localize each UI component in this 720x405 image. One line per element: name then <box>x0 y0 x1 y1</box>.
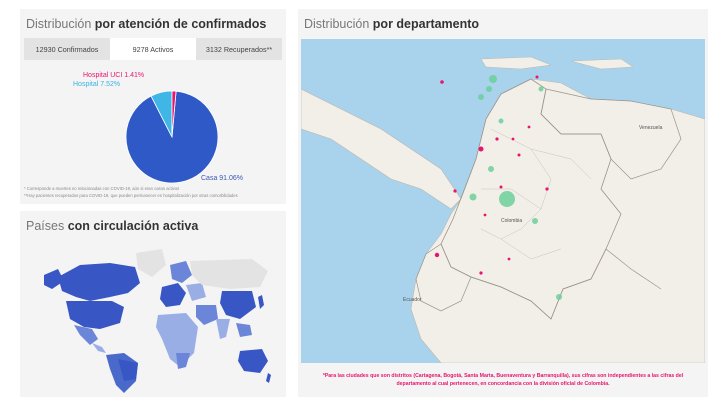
country-europe-north <box>170 261 192 283</box>
tab-confirmados[interactable]: 12930 Confirmados <box>35 44 99 54</box>
world-map[interactable] <box>40 235 272 395</box>
attention-title: Distribución por atención de confirmados <box>26 17 267 31</box>
marker-recovered <box>538 86 544 92</box>
label-colombia: Colombia <box>501 218 522 224</box>
marker-confirmed <box>511 137 515 141</box>
departments-panel: Distribución por departamento Venezuela … <box>298 9 708 397</box>
ecuador-border <box>415 243 472 312</box>
attention-panel: Distribución por atención de confirmados… <box>20 9 286 204</box>
country-alaska <box>44 269 64 289</box>
country-canada <box>58 263 140 301</box>
recovered-markers <box>469 75 562 300</box>
caribbean-island <box>480 56 552 70</box>
marker-confirmed <box>507 257 511 261</box>
country-china <box>220 291 256 319</box>
central-america-land <box>301 88 462 210</box>
countries-panel: Países con circulación activa <box>20 211 286 397</box>
pie-label-uci: Hospital UCI 1.41% <box>83 72 145 79</box>
marker-recovered <box>478 94 484 100</box>
country-southeast-asia <box>236 323 252 337</box>
marker-confirmed <box>527 125 531 129</box>
marker-confirmed <box>499 185 503 189</box>
marker-recovered <box>469 193 477 201</box>
country-mexico <box>74 325 98 345</box>
marker-confirmed <box>453 189 457 193</box>
country-middle-east <box>196 305 218 325</box>
marker-confirmed <box>479 271 483 275</box>
marker-recovered <box>486 86 492 92</box>
marker-confirmed <box>440 80 444 84</box>
country-europe-west <box>160 283 186 307</box>
marker-confirmed <box>478 146 484 152</box>
footnote-1: * Corresponde a muertes no relacionadas … <box>24 186 180 191</box>
marker-recovered <box>489 75 497 83</box>
departments-title: Distribución por departamento <box>304 17 480 31</box>
country-japan <box>258 295 264 309</box>
country-europe-east <box>186 283 206 301</box>
department-lines <box>480 128 592 260</box>
marker-confirmed <box>434 252 440 258</box>
peru-brazil-border <box>470 248 662 320</box>
south-america-land <box>410 78 705 363</box>
marker-confirmed <box>483 213 487 217</box>
marker-recovered <box>488 166 494 172</box>
marker-recovered <box>556 294 562 300</box>
footnote-2: **Hay pacientes recuperados para COVID-1… <box>24 192 238 198</box>
marker-confirmed <box>545 187 549 191</box>
pie-label-hospital: Hospital 7.52% <box>73 81 121 88</box>
districts-disclaimer: *Para las ciudades que son distritos (Ca… <box>322 373 684 387</box>
status-tabs: 12930 Confirmados 9278 Activos 3132 Recu… <box>24 38 282 60</box>
countries-title: Países con circulación activa <box>26 219 199 233</box>
country-usa <box>66 301 124 329</box>
tab-recuperados[interactable]: 3132 Recuperados** <box>205 44 273 54</box>
greenland <box>136 249 166 277</box>
pie-label-casa: Casa 91.06% <box>201 175 244 182</box>
pie-slice-hospital-uci[interactable] <box>171 90 177 138</box>
country-new-zealand <box>266 373 271 383</box>
marker-confirmed <box>517 153 521 157</box>
country-australia <box>238 349 268 373</box>
department-map[interactable]: Venezuela Colombia Ecuador <box>301 39 705 363</box>
attention-pie-chart <box>125 90 219 184</box>
country-africa-south <box>176 353 190 369</box>
country-central-america <box>92 343 106 353</box>
marker-confirmed <box>535 75 539 79</box>
label-ecuador: Ecuador <box>403 297 422 303</box>
tab-activos[interactable]: 9278 Activos <box>110 38 196 60</box>
venezuela-border <box>540 88 682 180</box>
confirmed-markers <box>434 75 549 275</box>
country-russia <box>190 259 268 289</box>
country-india <box>216 319 230 339</box>
marker-bogota-recovered <box>499 191 515 207</box>
marker-recovered <box>498 118 504 124</box>
marker-recovered <box>532 218 538 224</box>
country-brazil <box>118 359 138 381</box>
caribbean-island-2 <box>570 58 634 70</box>
marker-confirmed <box>495 137 499 141</box>
attention-footnotes: * Corresponde a muertes no relacionadas … <box>24 186 284 199</box>
label-venezuela: Venezuela <box>639 125 663 131</box>
